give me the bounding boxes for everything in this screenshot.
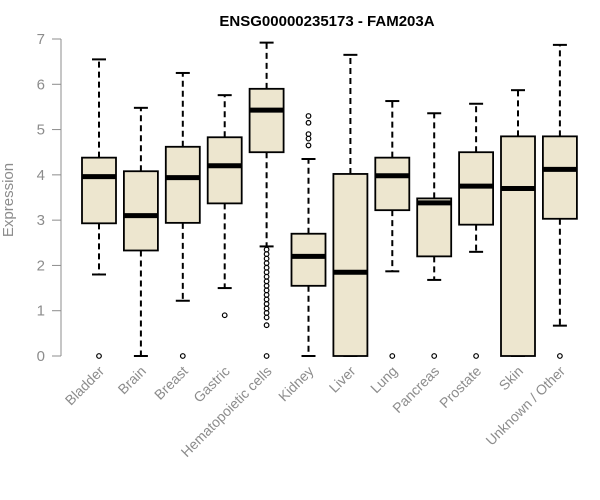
outlier-point [263, 322, 270, 329]
outlier-point [557, 353, 563, 359]
outlier-point [473, 353, 480, 359]
outlier-point [263, 246, 270, 253]
box-unknown-other [542, 43, 578, 359]
x-tick-label: Prostate [436, 363, 484, 411]
box-iqr [81, 156, 117, 225]
y-tick-label: 4 [37, 167, 45, 184]
y-tick-label: 6 [37, 76, 45, 93]
box-hematopoietic-cells [248, 41, 285, 359]
outlier-point [263, 301, 270, 307]
outlier-point [263, 310, 270, 316]
box-iqr [500, 135, 536, 357]
outlier-point [263, 251, 270, 258]
outlier-point [263, 278, 270, 285]
box-iqr [332, 173, 369, 357]
box-iqr [206, 136, 243, 205]
outlier-point [263, 291, 270, 298]
box-lung [374, 100, 411, 359]
box-bladder [81, 58, 117, 359]
y-tick-label: 1 [37, 303, 45, 320]
box-brain [123, 106, 159, 357]
box-iqr [164, 145, 201, 224]
box-iqr [374, 156, 411, 212]
y-axis: 0 1 2 3 4 5 6 7 [37, 31, 62, 365]
outlier-point [263, 273, 270, 280]
box-breast [164, 71, 201, 359]
outlier-point [263, 314, 270, 321]
box-skin [500, 89, 536, 357]
outlier-point [263, 287, 270, 294]
outlier-point [263, 255, 270, 262]
outlier-point [263, 305, 270, 312]
box-liver [332, 53, 369, 357]
outlier-point [221, 312, 228, 319]
outlier-point [389, 353, 396, 359]
outlier-point [263, 296, 270, 303]
x-tick-label: Kidney [275, 363, 317, 405]
outlier-point [263, 282, 270, 289]
outlier-point [305, 142, 312, 149]
outlier-point [96, 353, 102, 359]
outlier-point [263, 264, 270, 271]
box-pancreas [416, 112, 453, 359]
outlier-point [263, 260, 270, 267]
y-tick-label: 0 [37, 348, 45, 365]
outlier-point [305, 113, 312, 119]
box-prostate [458, 102, 495, 359]
box-iqr [542, 135, 578, 220]
x-tick-label: Breast [151, 363, 191, 403]
box-iqr [248, 87, 285, 154]
y-tick-label: 3 [37, 212, 45, 229]
outlier-point [305, 131, 312, 138]
outlier-point [263, 353, 270, 359]
outlier-point [431, 353, 438, 359]
x-tick-label: Brain [115, 363, 149, 397]
box-series [81, 41, 578, 359]
outlier-point [263, 269, 270, 276]
y-axis-label: Expression [0, 163, 17, 237]
x-tick-label: Bladder [62, 363, 108, 409]
box-iqr [123, 170, 159, 252]
x-tick-label: Lung [367, 363, 400, 396]
x-tick-label: Skin [496, 363, 527, 394]
box-iqr [416, 197, 453, 258]
y-tick-label: 2 [37, 257, 45, 274]
y-tick-label: 7 [37, 31, 45, 48]
box-gastric [206, 94, 243, 319]
x-tick-label: Pancreas [389, 363, 442, 416]
y-tick-label: 5 [37, 122, 45, 139]
x-tick-label: Unknown / Other [482, 363, 568, 449]
outlier-point [305, 135, 312, 142]
box-iqr [290, 232, 327, 287]
chart-title: ENSG00000235173 - FAM203A [219, 13, 434, 30]
outlier-point [305, 119, 312, 126]
outlier-point [179, 353, 186, 359]
x-tick-label: Liver [326, 363, 359, 396]
box-kidney [290, 113, 327, 357]
